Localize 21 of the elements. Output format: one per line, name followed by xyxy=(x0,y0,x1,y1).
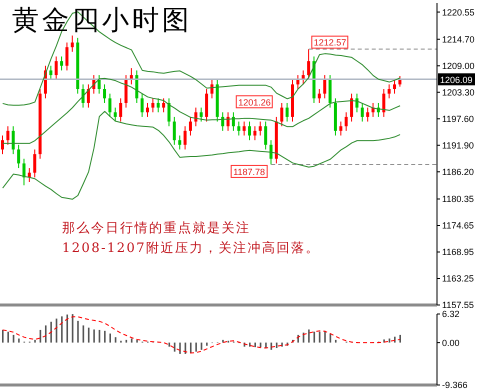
y-tick-label: 1203.30 xyxy=(442,87,475,98)
ref-line-label: 1212.57 xyxy=(314,38,346,48)
y-tick-label: 1174.65 xyxy=(442,220,474,231)
y-tick-label: 1191.90 xyxy=(442,140,474,150)
annotation: 那么今日行情的重点就是关注 xyxy=(62,220,252,238)
y-tick-label: 1180.35 xyxy=(442,194,474,204)
annotation: 1201.26 xyxy=(238,97,271,108)
y-tick-label: 1157.55 xyxy=(442,300,474,310)
y-tick-label: 1220.55 xyxy=(442,7,475,18)
y-tick-label: 1168.95 xyxy=(442,247,474,258)
y-tick-label: 1197.60 xyxy=(442,114,474,124)
ref-line-label: 1187.78 xyxy=(233,166,266,177)
annotation: 1208-1207附近压力，关注冲高回落。 xyxy=(62,240,320,258)
y-tick-label: 6.32 xyxy=(442,309,460,320)
y-tick-label: 0.00 xyxy=(442,338,460,348)
y-tick-label: 1214.70 xyxy=(442,34,475,44)
y-tick-label: 1163.25 xyxy=(442,274,474,284)
y-tick-label: 1186.20 xyxy=(442,166,474,177)
ref-line-label: 1206.09 xyxy=(440,74,473,85)
y-tick-label: 1209.00 xyxy=(442,60,475,71)
y-tick-label: -9.366 xyxy=(442,380,468,390)
